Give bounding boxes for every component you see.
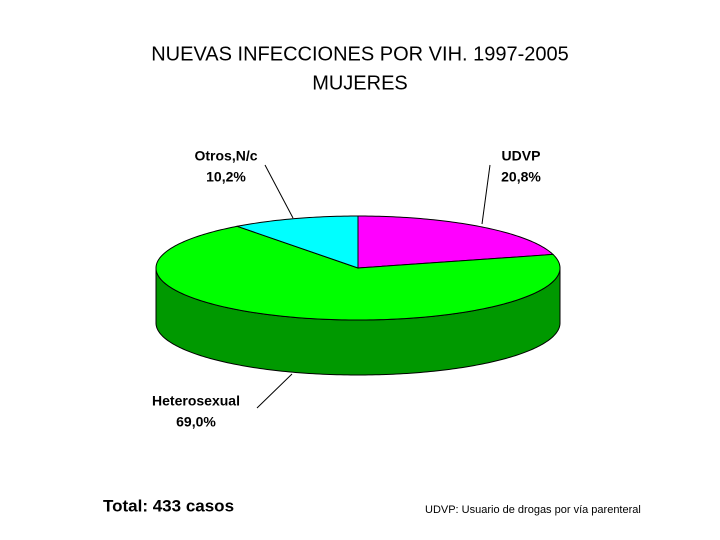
footnote: UDVP: Usuario de drogas por vía parenter… [425,504,641,516]
slice [357,215,555,269]
chart-title: NUEVAS INFECCIONES POR VIH. 1997-2005 [151,43,569,65]
slice [235,215,359,269]
slice-value-label: 10,2% [206,169,246,185]
leader-line [256,373,293,409]
slice-value-label: 69,0% [176,414,216,430]
slice-label: Heterosexual [152,393,240,409]
slice-label: Otros,N/c [194,148,257,164]
slice-label: UDVP [502,148,541,164]
total-note: Total: 433 casos [103,496,234,515]
leader-line [264,164,294,219]
leader-line [481,164,491,225]
chart-subtitle: MUJERES [312,72,408,94]
slice-value-label: 20,8% [501,169,541,185]
slice [155,225,561,321]
